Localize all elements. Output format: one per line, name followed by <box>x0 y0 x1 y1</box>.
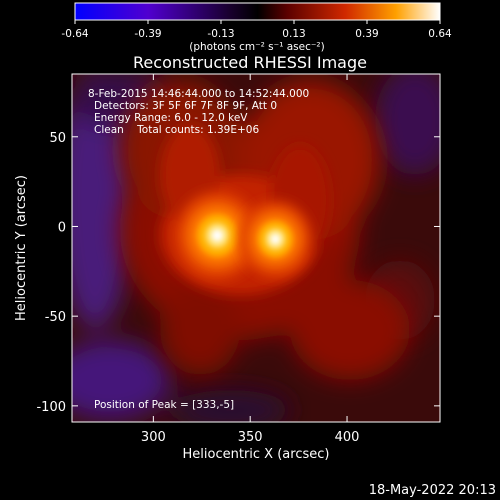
chart-title: Reconstructed RHESSI Image <box>133 53 367 72</box>
colorbar-label: (photons cm⁻² s⁻¹ asec⁻²) <box>189 41 324 53</box>
x-axis-title: Heliocentric X (arcsec) <box>183 447 330 462</box>
annotation-time-range: 8-Feb-2015 14:46:44.000 to 14:52:44.000 <box>88 88 309 100</box>
x-tick-label: 400 <box>335 430 360 445</box>
peak-position-label: Position of Peak = [333,-5] <box>94 399 234 411</box>
colorbar-tick-label: 0.39 <box>355 28 378 40</box>
x-tick-label: 300 <box>141 430 166 445</box>
y-tick-label: -50 <box>45 310 66 325</box>
source-peak-1 <box>175 191 260 280</box>
annotation-clean-counts: Clean Total counts: 1.39E+06 <box>94 124 259 136</box>
x-axis-ticks: 300 350 400 <box>141 74 360 445</box>
colorbar-tick-label: -0.13 <box>207 28 234 40</box>
source-peak-2 <box>239 201 312 277</box>
y-tick-label: 50 <box>49 131 66 146</box>
y-axis-title: Heliocentric Y (arcsec) <box>14 175 29 321</box>
y-tick-label: -100 <box>36 400 66 415</box>
colorbar-ticks: -0.64 -0.39 -0.13 0.13 0.39 0.64 <box>61 20 452 40</box>
annotation-energy-range: Energy Range: 6.0 - 12.0 keV <box>94 112 248 124</box>
colorbar-tick-label: 0.13 <box>282 28 305 40</box>
x-tick-label: 350 <box>238 430 263 445</box>
annotation-detectors: Detectors: 3F 5F 6F 7F 8F 9F, Att 0 <box>94 100 277 112</box>
footer-timestamp: 18-May-2022 20:13 <box>369 483 496 498</box>
colorbar <box>74 2 441 21</box>
colorbar-tick-label: -0.39 <box>134 28 161 40</box>
colorbar-tick-label: -0.64 <box>61 28 88 40</box>
y-axis-ticks: 50 0 -50 -100 <box>36 131 440 415</box>
y-tick-label: 0 <box>58 220 66 235</box>
heatmap-image <box>72 74 440 422</box>
annotation-block: 8-Feb-2015 14:46:44.000 to 14:52:44.000 … <box>88 88 309 136</box>
plot-frame <box>71 73 441 423</box>
colorbar-tick-label: 0.64 <box>428 28 452 40</box>
